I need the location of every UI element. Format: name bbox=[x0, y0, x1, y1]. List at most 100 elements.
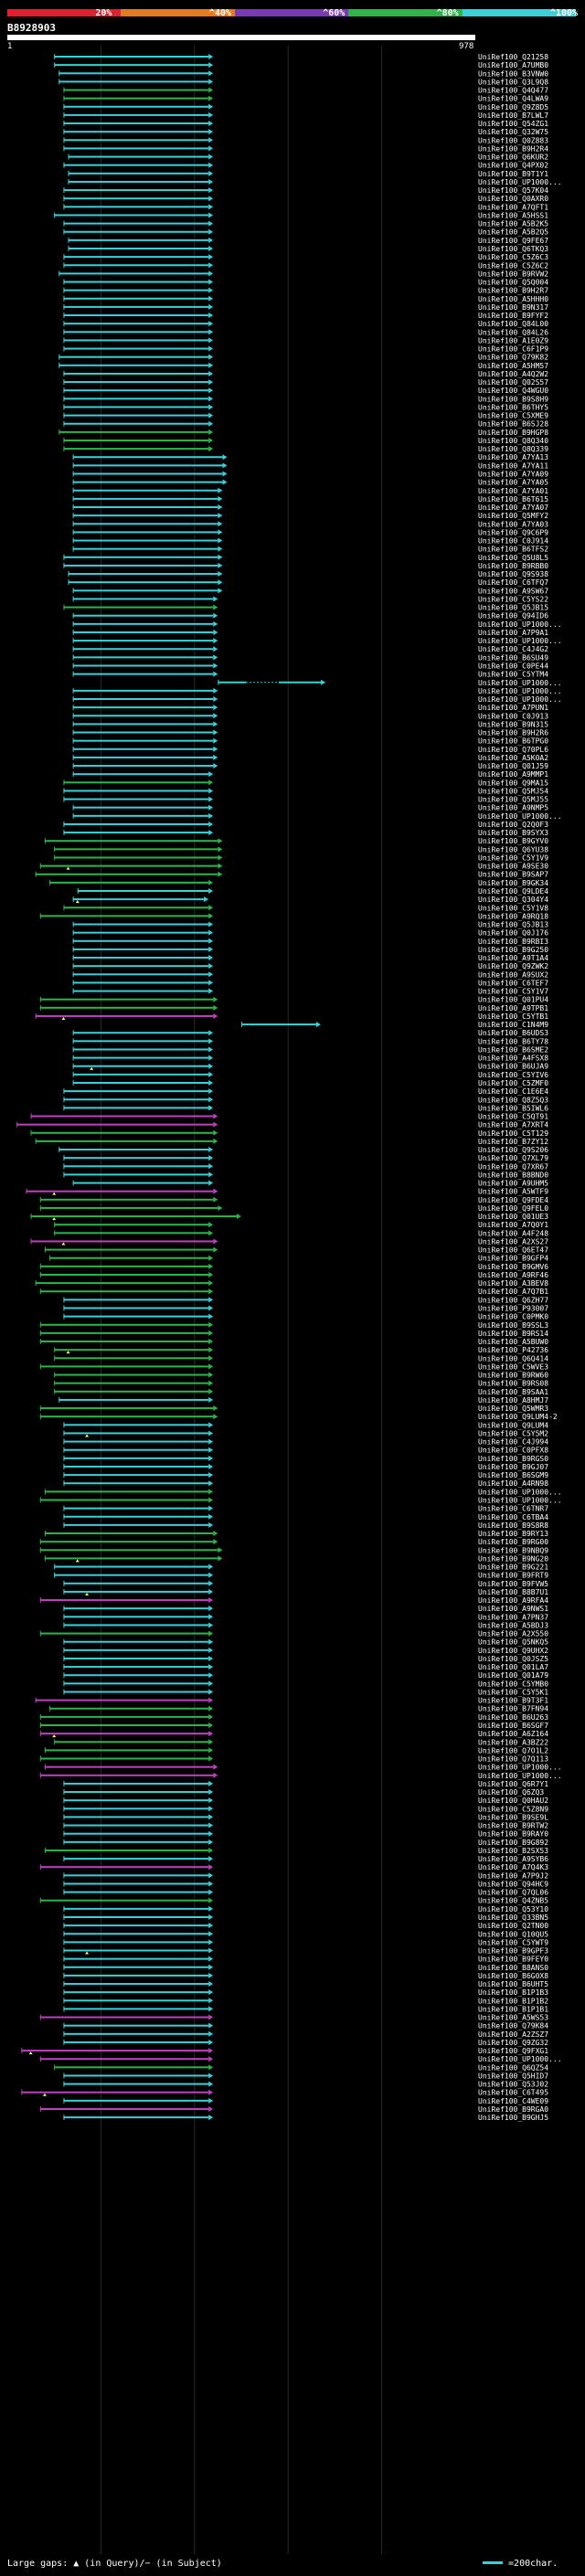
hit-label[interactable]: UniRef100_A9NMP5 bbox=[478, 804, 548, 812]
hit-label[interactable]: UniRef100_A9TPB1 bbox=[478, 1004, 548, 1012]
hit-label[interactable]: UniRef100_B9FYF2 bbox=[478, 312, 548, 320]
hit-row[interactable]: UniRef100_B9SAP7 bbox=[35, 871, 549, 879]
hit-label[interactable]: UniRef100_A7XRT4 bbox=[478, 1121, 548, 1129]
hit-label[interactable]: UniRef100_C5Y5M2 bbox=[478, 1429, 548, 1437]
hit-label[interactable]: UniRef100_Q8Z5Q3 bbox=[478, 1096, 548, 1104]
hit-label[interactable]: UniRef100_A9MMP1 bbox=[478, 770, 548, 779]
hit-label[interactable]: UniRef100_Q54ZG1 bbox=[478, 120, 548, 128]
hit-row[interactable]: UniRef100_B6U263 bbox=[39, 1713, 548, 1722]
hit-row[interactable]: UniRef100_A5K0A2 bbox=[72, 754, 549, 762]
hit-label[interactable]: UniRef100_B9HGP8 bbox=[478, 429, 548, 437]
hit-label[interactable]: UniRef100_Q4WGU0 bbox=[478, 387, 548, 395]
hit-label[interactable]: UniRef100_B9SYX3 bbox=[478, 829, 548, 837]
hit-label[interactable]: UniRef100_B6UDS3 bbox=[478, 1029, 548, 1037]
hit-label[interactable]: UniRef100_C5ZMF0 bbox=[478, 1079, 548, 1087]
hit-row[interactable]: UniRef100_A2XS27 bbox=[30, 1237, 549, 1246]
hit-row[interactable]: UniRef100_A4F248 bbox=[54, 1229, 548, 1237]
hit-row[interactable]: UniRef100_B8BND0 bbox=[63, 1171, 548, 1179]
hit-row[interactable]: UniRef100_C5Z6C2 bbox=[63, 261, 548, 270]
hit-label[interactable]: UniRef100_Q9LUM4 bbox=[478, 1421, 548, 1429]
hit-row[interactable]: UniRef100_UP1000... bbox=[44, 1764, 562, 1772]
hit-label[interactable]: UniRef100_B9SE9L bbox=[478, 1813, 548, 1821]
hit-label[interactable]: UniRef100_B8BND0 bbox=[478, 1171, 548, 1179]
hit-row[interactable]: UniRef100_Q02S57 bbox=[63, 378, 548, 387]
hit-row[interactable]: UniRef100_UP1000... bbox=[72, 637, 562, 645]
hit-label[interactable]: UniRef100_Q7Q113 bbox=[478, 1755, 548, 1764]
hit-label[interactable]: UniRef100_B6TPG0 bbox=[478, 737, 548, 746]
hit-label[interactable]: UniRef100_Q4ZNB5 bbox=[478, 1897, 548, 1905]
hit-row[interactable]: UniRef100_B6SJ28 bbox=[63, 420, 548, 429]
hit-label[interactable]: UniRef100_A2ZSZ7 bbox=[478, 2030, 548, 2039]
hit-row[interactable]: UniRef100_C5QT91 bbox=[30, 1113, 549, 1121]
hit-label[interactable]: UniRef100_Q01LA7 bbox=[478, 1663, 548, 1671]
hit-label[interactable]: UniRef100_Q6ZH77 bbox=[478, 1296, 548, 1304]
hit-row[interactable]: UniRef100_A4Q2W2 bbox=[63, 370, 548, 378]
hit-label[interactable]: UniRef100_A7YA03 bbox=[478, 520, 548, 528]
hit-row[interactable]: UniRef100_Q5MJ54 bbox=[63, 787, 548, 795]
hit-row[interactable]: UniRef100_B9GJ07 bbox=[63, 1463, 548, 1471]
hit-row[interactable]: UniRef100_UP1000... bbox=[218, 679, 562, 687]
hit-label[interactable]: UniRef100_Q9S206 bbox=[478, 1146, 548, 1154]
hit-label[interactable]: UniRef100_B6SME2 bbox=[478, 1045, 548, 1054]
hit-label[interactable]: UniRef100_A9UHM5 bbox=[478, 1180, 548, 1188]
hit-row[interactable]: UniRef100_A2ZSZ7 bbox=[63, 2030, 548, 2039]
hit-row[interactable]: UniRef100_B8ANS0 bbox=[63, 1964, 548, 1972]
hit-label[interactable]: UniRef100_B9FVW5 bbox=[478, 1580, 548, 1588]
hit-row[interactable]: UniRef100_Q01PU4 bbox=[39, 996, 548, 1004]
hit-row[interactable]: UniRef100_B9RAY0 bbox=[63, 1830, 548, 1839]
hit-label[interactable]: UniRef100_A5HSS1 bbox=[478, 211, 548, 219]
hit-row[interactable]: UniRef100_A9UHM5 bbox=[72, 1180, 549, 1188]
hit-row[interactable]: UniRef100_A9SUX2 bbox=[72, 970, 549, 979]
hit-label[interactable]: UniRef100_B9RVW2 bbox=[478, 270, 548, 278]
hit-label[interactable]: UniRef100_A9SYB6 bbox=[478, 1855, 548, 1863]
hit-row[interactable]: UniRef100_B9H2R4 bbox=[63, 144, 548, 153]
hit-row[interactable]: UniRef100_C0PE44 bbox=[72, 662, 549, 670]
hit-row[interactable]: UniRef100_Q9MA15 bbox=[63, 779, 548, 787]
hit-label[interactable]: UniRef100_C6TNR7 bbox=[478, 1505, 548, 1513]
hit-label[interactable]: UniRef100_Q304Y4 bbox=[478, 896, 548, 904]
hit-row[interactable]: UniRef100_B1P1B3 bbox=[63, 1988, 548, 1997]
hit-label[interactable]: UniRef100_UP1000... bbox=[478, 620, 562, 629]
hit-label[interactable]: UniRef100_Q84L26 bbox=[478, 328, 548, 336]
hit-row[interactable]: UniRef100_C0J914 bbox=[72, 537, 549, 546]
hit-row[interactable]: UniRef100_A6Z164 bbox=[39, 1730, 548, 1738]
hit-label[interactable]: UniRef100_Q9C6P9 bbox=[478, 528, 548, 536]
hit-label[interactable]: UniRef100_B3VNW0 bbox=[478, 69, 548, 78]
hit-row[interactable]: UniRef100_B9RGS0 bbox=[63, 1455, 548, 1463]
hit-label[interactable]: UniRef100_Q9FE67 bbox=[478, 237, 548, 245]
hit-row[interactable]: UniRef100_A9RFA4 bbox=[39, 1596, 548, 1605]
hit-row[interactable]: UniRef100_C5YTB1 bbox=[35, 1012, 549, 1021]
hit-label[interactable]: UniRef100_Q5U8L5 bbox=[478, 554, 548, 562]
hit-label[interactable]: UniRef100_A5BUW0 bbox=[478, 1338, 548, 1346]
hit-label[interactable]: UniRef100_Q02S57 bbox=[478, 378, 548, 387]
hit-label[interactable]: UniRef100_C5QT91 bbox=[478, 1113, 548, 1121]
hit-row[interactable]: UniRef100_B9RBI3 bbox=[72, 938, 549, 946]
hit-label[interactable]: UniRef100_B2SX53 bbox=[478, 1847, 548, 1855]
hit-label[interactable]: UniRef100_B9H2R7 bbox=[478, 287, 548, 295]
hit-label[interactable]: UniRef100_Q8Q339 bbox=[478, 445, 548, 453]
hit-label[interactable]: UniRef100_B9SSL3 bbox=[478, 1321, 548, 1330]
hit-row[interactable]: UniRef100_Q5NKQ5 bbox=[63, 1638, 548, 1647]
hit-label[interactable]: UniRef100_Q6KUR2 bbox=[478, 154, 548, 162]
hit-row[interactable]: UniRef100_Q70PL6 bbox=[72, 746, 549, 754]
hit-label[interactable]: UniRef100_B9NBQ9 bbox=[478, 1546, 548, 1554]
hit-row[interactable]: UniRef100_B9G221 bbox=[54, 1564, 548, 1572]
hit-row[interactable]: UniRef100_B9SAA1 bbox=[54, 1388, 548, 1396]
hit-label[interactable]: UniRef100_Q6YU38 bbox=[478, 845, 548, 853]
hit-label[interactable]: UniRef100_A7P9A1 bbox=[478, 629, 548, 637]
hit-label[interactable]: UniRef100_C6TFQ7 bbox=[478, 578, 548, 587]
hit-row[interactable]: UniRef100_Q94HC9 bbox=[63, 1880, 548, 1888]
hit-row[interactable]: UniRef100_C5Y5M2 bbox=[63, 1429, 548, 1437]
hit-label[interactable]: UniRef100_B9S8R8 bbox=[478, 1521, 548, 1530]
hit-row[interactable]: UniRef100_Q9LUM4-2 bbox=[39, 1413, 558, 1421]
hit-label[interactable]: UniRef100_B9N317 bbox=[478, 303, 548, 312]
hit-label[interactable]: UniRef100_Q0AXR0 bbox=[478, 195, 548, 203]
hit-row[interactable]: UniRef100_B6SU49 bbox=[72, 653, 549, 662]
hit-label[interactable]: UniRef100_A5B2K5 bbox=[478, 220, 548, 228]
hit-row[interactable]: UniRef100_B7ZY12 bbox=[35, 1138, 549, 1146]
hit-row[interactable]: UniRef100_Q9UHX2 bbox=[63, 1647, 548, 1655]
hit-row[interactable]: UniRef100_Q5HID7 bbox=[63, 2072, 548, 2080]
hit-label[interactable]: UniRef100_Q0J176 bbox=[478, 929, 548, 938]
hit-row[interactable]: UniRef100_B9RVW2 bbox=[58, 270, 548, 278]
hit-row[interactable]: UniRef100_A5WS53 bbox=[39, 2014, 548, 2022]
